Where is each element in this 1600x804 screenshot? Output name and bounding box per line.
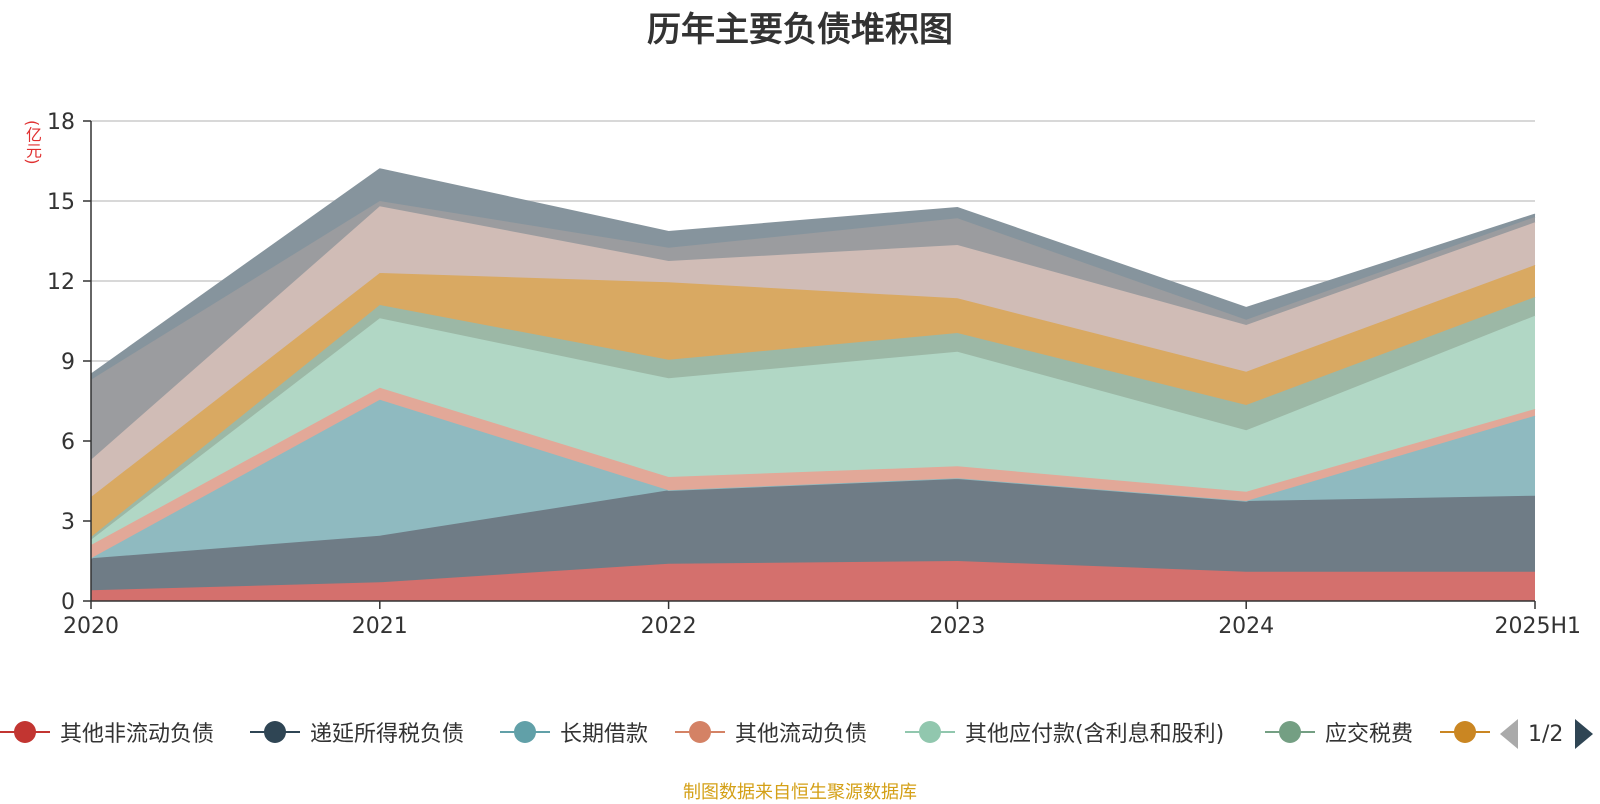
legend-label: 其他应付款(含利息和股利)	[965, 722, 1225, 747]
legend-marker-icon	[250, 712, 300, 752]
legend-item-1[interactable]: 其他非流动负债	[0, 712, 214, 752]
legend-label: 递延所得税负债	[310, 722, 465, 747]
y-axis-unit: (亿元)	[23, 120, 42, 165]
source-note: 制图数据来自恒生聚源数据库	[683, 782, 917, 803]
legend-pager: 1/2	[1500, 716, 1594, 752]
area-series	[90, 168, 1536, 601]
x-tick-label: 2025H1	[1494, 614, 1581, 639]
legend-marker-icon	[500, 712, 550, 752]
axes: 0 3 6 9 12 15 18 2020 2021 2022 2023 2024 2025H1	[47, 110, 1581, 639]
area-series-1	[91, 561, 1535, 601]
legend-label: 应交税费	[1325, 722, 1414, 747]
legend-page-indicator: 1/2	[1528, 721, 1564, 747]
legend-marker-icon	[0, 712, 50, 752]
area-series-3	[91, 399, 1535, 559]
legend-label: 其他非流动负债	[60, 722, 215, 747]
legend-item-7[interactable]	[1440, 712, 1490, 752]
chart-title: 历年主要负债堆积图	[647, 10, 953, 50]
legend-marker-icon	[1440, 712, 1490, 752]
x-tick-label: 2021	[352, 614, 408, 639]
legend-item-5[interactable]: 其他应付款(含利息和股利)	[905, 712, 1224, 752]
legend-marker-icon	[905, 712, 955, 752]
legend-item-3[interactable]: 长期借款	[500, 712, 648, 752]
area-series-5	[91, 315, 1535, 545]
x-tick-label: 2020	[63, 614, 119, 639]
next-page-icon[interactable]	[1575, 719, 1594, 749]
legend-marker-icon	[675, 712, 725, 752]
area-series-6	[91, 297, 1535, 540]
area-series-9	[91, 201, 1535, 460]
y-tick-label: 12	[47, 270, 75, 295]
y-tick-label: 15	[47, 190, 75, 215]
y-tick-label: 0	[61, 590, 75, 615]
x-tick-label: 2024	[1218, 614, 1274, 639]
area-series-2	[91, 478, 1535, 591]
legend-marker-icon	[1265, 712, 1315, 752]
area-series-4	[91, 387, 1535, 559]
previous-page-icon[interactable]	[1500, 719, 1518, 749]
x-tick-label: 2022	[641, 614, 697, 639]
legend: 其他非流动负债 递延所得税负债 长期借款 其他流动负债 其他应付款(含利息和股利) 应交税…	[0, 712, 1600, 752]
area-series-7	[91, 265, 1535, 537]
area-series-8	[91, 206, 1535, 498]
y-tick-label: 6	[61, 430, 75, 455]
x-tick-label: 2023	[929, 614, 985, 639]
y-tick-label: 18	[47, 110, 75, 135]
legend-item-6[interactable]: 应交税费	[1265, 712, 1413, 752]
legend-item-4[interactable]: 其他流动负债	[675, 712, 867, 752]
legend-item-2[interactable]: 递延所得税负债	[250, 712, 464, 752]
series-line-10	[90, 168, 1536, 375]
y-tick-label: 9	[61, 350, 75, 375]
y-tick-label: 3	[61, 510, 75, 535]
legend-label: 其他流动负债	[735, 722, 868, 747]
legend-label: 长期借款	[560, 722, 649, 747]
